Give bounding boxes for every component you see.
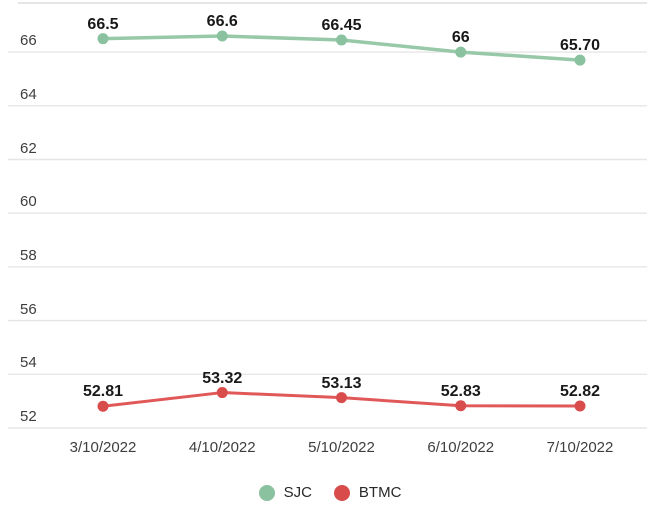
btmc-data-label: 53.32 — [202, 369, 243, 387]
btmc-point[interactable] — [336, 392, 347, 404]
legend-label-sjc: SJC — [283, 484, 312, 501]
y-axis-label: 54 — [20, 354, 37, 372]
btmc-swatch-icon — [333, 484, 350, 501]
plot-area — [8, 2, 647, 429]
sjc-point[interactable] — [97, 33, 109, 45]
y-axis-label: 52 — [20, 408, 37, 425]
sjc-data-label: 66.6 — [206, 12, 238, 30]
x-axis-label: 7/10/2022 — [546, 439, 614, 456]
btmc-data-label: 52.82 — [559, 382, 601, 400]
y-axis-label: 64 — [20, 85, 37, 103]
btmc-data-label: 52.83 — [440, 382, 481, 400]
sjc-point[interactable] — [455, 46, 467, 58]
sjc-data-label: 65.70 — [559, 37, 601, 55]
sjc-data-label: 66 — [451, 29, 470, 47]
legend: SJC BTMC — [0, 484, 660, 501]
sjc-data-label: 66.45 — [321, 17, 362, 35]
x-axis-label: 4/10/2022 — [188, 439, 256, 456]
legend-label-btmc: BTMC — [358, 484, 402, 501]
sjc-data-label: 66.5 — [87, 15, 119, 33]
btmc-data-label: 53.13 — [321, 374, 362, 392]
y-axis-label: 56 — [20, 300, 37, 318]
x-axis-label: 5/10/2022 — [308, 439, 375, 456]
y-axis-label: 66 — [20, 32, 37, 50]
y-axis-label: 60 — [20, 193, 37, 211]
y-axis-label: 62 — [20, 139, 37, 157]
btmc-point[interactable] — [216, 387, 228, 399]
sjc-point[interactable] — [336, 34, 347, 46]
btmc-data-label: 52.81 — [82, 383, 124, 401]
sjc-point[interactable] — [574, 54, 586, 66]
btmc-point[interactable] — [455, 400, 467, 412]
legend-item-sjc[interactable]: SJC — [258, 484, 312, 501]
x-axis-label: 6/10/2022 — [427, 439, 495, 456]
x-axis-label: 3/10/2022 — [69, 439, 137, 456]
legend-item-btmc[interactable]: BTMC — [333, 484, 402, 501]
btmc-point[interactable] — [97, 400, 109, 412]
y-axis-label: 58 — [20, 246, 37, 264]
sjc-swatch-icon — [258, 484, 275, 501]
btmc-point[interactable] — [574, 400, 586, 412]
sjc-point[interactable] — [216, 30, 228, 42]
